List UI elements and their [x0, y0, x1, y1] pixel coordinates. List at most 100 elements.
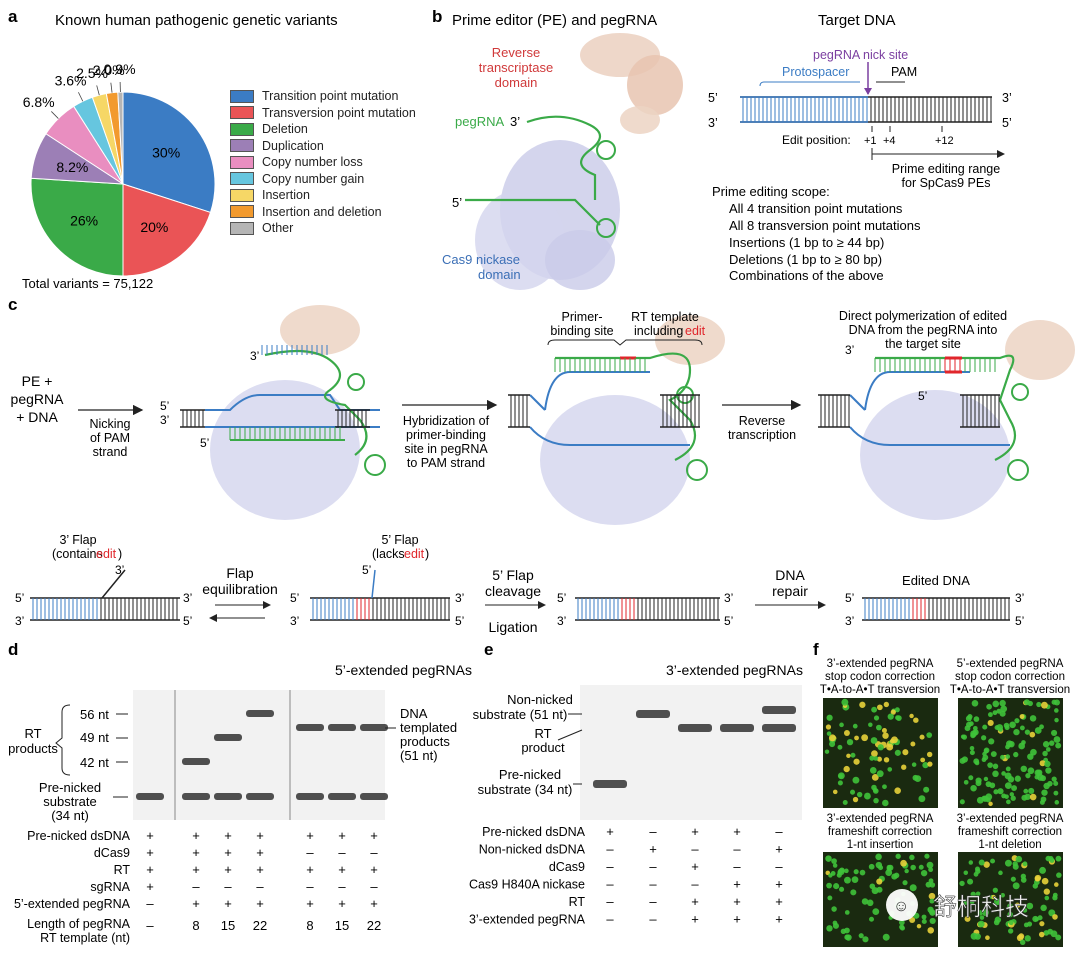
rt-template-label: RT template	[631, 310, 699, 324]
cleave-1: 5’ Flap	[492, 567, 534, 583]
img3-caption-3: 1-nt insertion	[847, 839, 913, 851]
flap5-lacks: (lacks	[372, 547, 405, 561]
condition-value: +	[370, 862, 378, 877]
condition-value: +	[192, 845, 200, 860]
prenicked-d-3: (34 nt)	[51, 808, 89, 823]
condition-value: +	[338, 862, 346, 877]
legend-label: Deletion	[262, 122, 308, 136]
pie-leader-line	[51, 111, 59, 119]
gel-band	[636, 710, 670, 718]
pie-value-label: 6.8%	[23, 94, 55, 110]
watermark-text: 舒桐科技	[933, 894, 1029, 921]
gel-band	[246, 710, 274, 717]
img1-caption-3: T•A-to-A•T transversion	[820, 684, 940, 696]
scope-item: Deletions (1 bp to ≥ 80 bp)	[729, 252, 882, 267]
condition-value: –	[192, 879, 200, 894]
f4-5: 5’	[845, 591, 854, 605]
prenicked-d-2: substrate	[43, 794, 96, 809]
pie-value-label: 20%	[140, 219, 168, 235]
condition-value: –	[775, 824, 783, 839]
img1-caption-1: 3’-extended pegRNA	[827, 658, 934, 670]
legend-item: Copy number loss	[230, 154, 363, 170]
flap3-contains: (contains	[52, 547, 103, 561]
condition-value: +	[256, 896, 264, 911]
condition-value: –	[256, 879, 264, 894]
condition-label: Non-nicked dsDNA	[479, 843, 586, 857]
condition-value: –	[146, 896, 154, 911]
target-bot-5: 5’	[1002, 116, 1012, 130]
condition-value: +	[256, 862, 264, 877]
direct-3: the target site	[885, 337, 961, 351]
including-label: including	[634, 324, 683, 338]
f1-3: 3’	[15, 614, 24, 628]
gel-band	[360, 793, 388, 800]
gel-band	[296, 724, 324, 731]
edited-dna-label: Edited DNA	[902, 573, 970, 588]
step2-3: site in pegRNA	[404, 442, 488, 456]
gel-band	[328, 724, 356, 731]
target-top-3: 3’	[1002, 91, 1012, 105]
scope-item: Insertions (1 bp to ≥ 44 bp)	[729, 235, 884, 250]
step3-1: Reverse	[739, 414, 786, 428]
condition-value: –	[691, 877, 699, 892]
condition-value: +	[370, 828, 378, 843]
step2-1: Hybridization of	[403, 414, 490, 428]
condition-value: +	[146, 845, 154, 860]
condition-value: +	[224, 862, 232, 877]
gel-band	[214, 734, 242, 741]
img4-caption-2: frameshift correction	[958, 826, 1062, 838]
rt-domain-label-3: domain	[495, 75, 538, 90]
condition-label: Cas9 H840A nickase	[469, 878, 585, 892]
flap-row-dna	[30, 569, 1010, 621]
condition-value: +	[224, 828, 232, 843]
f3-3b: 3’	[724, 591, 733, 605]
flap5-close: )	[425, 547, 429, 561]
legend-label: Insertion and deletion	[262, 204, 382, 219]
f2-3b: 3’	[455, 591, 464, 605]
condition-label: Pre-nicked dsDNA	[482, 825, 585, 839]
marker-49: 49 nt	[80, 730, 109, 745]
condition-value: +	[691, 859, 699, 874]
flap5-title: 5’ Flap	[381, 533, 418, 547]
legend-label: Other	[262, 221, 294, 235]
legend-item: Transversion point mutation	[230, 105, 416, 121]
condition-label: sgRNA	[90, 880, 130, 894]
range-label-1: Prime editing range	[892, 162, 1000, 176]
legend-label: Copy number loss	[262, 155, 363, 169]
img3-caption-1: 3’-extended pegRNA	[827, 813, 934, 825]
c3-3prime: 3’	[845, 343, 854, 357]
pam-label: PAM	[891, 65, 917, 79]
c1-5prime: 5’	[160, 399, 169, 413]
gel-band	[593, 780, 627, 788]
legend-swatch	[230, 106, 254, 119]
img4-caption-1: 3’-extended pegRNA	[957, 813, 1064, 825]
condition-value: +	[146, 828, 154, 843]
pegrna-3prime: 3’	[510, 114, 520, 129]
c1-5prime-b: 5’	[200, 436, 209, 450]
pie-value-label: 2.0%	[93, 62, 125, 78]
condition-value: +	[691, 824, 699, 839]
pie-slice	[30, 177, 124, 277]
panel-d-label: d	[8, 640, 18, 659]
panel-d-conditions: Pre-nicked dsDNA + + + + + + + dCas9 + + + + – – – RT + + +…	[14, 828, 381, 945]
dna-templated-3: products	[400, 734, 450, 749]
condition-value: –	[649, 859, 657, 874]
condition-value: +	[306, 828, 314, 843]
edit-label: edit	[685, 324, 706, 338]
panel-a-title: Known human pathogenic genetic variants	[55, 12, 338, 29]
flap3-edit: edit	[96, 547, 117, 561]
gel-band	[296, 793, 324, 800]
target-dna-duplex	[740, 96, 992, 132]
flap3-3prime: 3’	[115, 563, 124, 577]
f2-5: 5’	[290, 591, 299, 605]
condition-value: –	[606, 894, 614, 909]
complex2-dna	[508, 358, 700, 428]
condition-value: +	[146, 879, 154, 894]
micro-caption-3: 3’-extended pegRNA frameshift correction…	[827, 813, 934, 851]
complex1-dna	[180, 345, 370, 440]
condition-value: +	[775, 912, 783, 927]
pie-value-label: 8.2%	[56, 159, 88, 175]
rt-product-2: product	[521, 740, 565, 755]
panel-e-label: e	[484, 640, 493, 659]
pie-value-label: 30%	[152, 145, 180, 161]
